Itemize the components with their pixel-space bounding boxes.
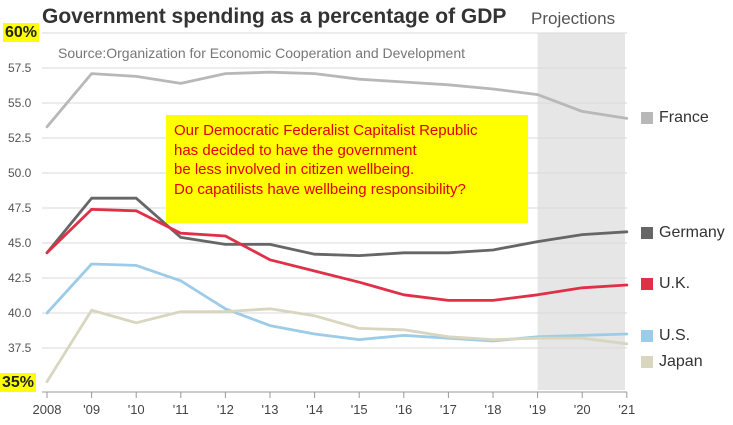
x-tick-label: '19 <box>529 402 546 417</box>
y-tick-label: 45.0 <box>8 236 32 250</box>
legend-item-uk: U.K. <box>641 274 690 294</box>
x-tick-label: '17 <box>440 402 457 417</box>
series-line-france <box>45 70 629 129</box>
callout-box: Our Democratic Federalist Capitalist Rep… <box>166 115 528 223</box>
x-tick-label: '14 <box>306 402 323 417</box>
y-tick-label: 52.5 <box>8 131 32 145</box>
y-tick-label: 47.5 <box>8 201 32 215</box>
legend-swatch-france <box>641 112 653 124</box>
series-lines <box>45 70 629 384</box>
x-tick-label: '13 <box>262 402 279 417</box>
x-tick-label: '09 <box>83 402 100 417</box>
y-tick-label: 50.0 <box>8 166 32 180</box>
legend-swatch-us <box>641 330 653 342</box>
legend-item-germany: Germany <box>641 223 725 243</box>
x-tick-label: '11 <box>173 402 189 417</box>
callout-line-3: be less involved in citizen wellbeing. <box>174 161 415 178</box>
projection-shade <box>537 33 625 390</box>
legend-item-france: France <box>641 108 709 128</box>
callout-line-4: Do capatilists have wellbeing responsibi… <box>174 180 466 198</box>
projections-label: Projections <box>531 9 616 28</box>
y-tick-label: 42.5 <box>8 271 32 285</box>
y-tick-label: 40.0 <box>8 306 32 320</box>
y-tick-label: 55.0 <box>8 96 32 110</box>
x-tick-label: '20 <box>574 402 591 417</box>
legend-label-germany: Germany <box>659 224 725 241</box>
legend-label-france: France <box>659 109 709 126</box>
series-line-germany <box>45 196 629 258</box>
legend-swatch-uk <box>641 278 653 290</box>
x-tick-label: 2008 <box>33 402 62 417</box>
x-tick-labels: 2008 '09 '10 '11 '12 '13 '14 '15 '16 '17 '18 '19 '20… <box>33 392 635 417</box>
x-tick-label: '10 <box>128 402 145 417</box>
chart-title: Government spending as a percentage of G… <box>42 5 507 28</box>
x-tick-label: '12 <box>217 402 234 417</box>
series-line-uk <box>45 207 629 302</box>
chart-subtitle: Source:Organization for Economic Coopera… <box>58 45 466 61</box>
legend-item-japan: Japan <box>641 352 703 372</box>
callout-line-1: Our Democratic Federalist Capitalist Rep… <box>174 122 478 139</box>
annotation-35-percent: 35% <box>0 373 37 392</box>
legend-label-japan: Japan <box>659 353 703 370</box>
callout-line-2: has decided to have the government <box>174 141 417 159</box>
y-tick-label: 37.5 <box>8 341 32 355</box>
legend-label-uk: U.K. <box>659 275 691 292</box>
annotation-60-percent: 60% <box>3 23 40 42</box>
legend-swatch-germany <box>641 227 653 239</box>
x-tick-label: '18 <box>485 402 502 417</box>
series-line-japan <box>45 307 629 384</box>
y-tick-labels: 57.5 55.0 52.5 50.0 47.5 45.0 42.5 40.0 37.5 <box>8 61 32 355</box>
x-tick-label: '16 <box>395 402 412 417</box>
x-tick-label: '15 <box>351 402 368 417</box>
legend-item-us: U.S. <box>641 326 690 346</box>
legend-label-us: U.S. <box>659 327 691 344</box>
x-tick-label: '21 <box>618 402 635 417</box>
legend-swatch-japan <box>641 356 653 368</box>
y-tick-label: 57.5 <box>8 61 32 75</box>
